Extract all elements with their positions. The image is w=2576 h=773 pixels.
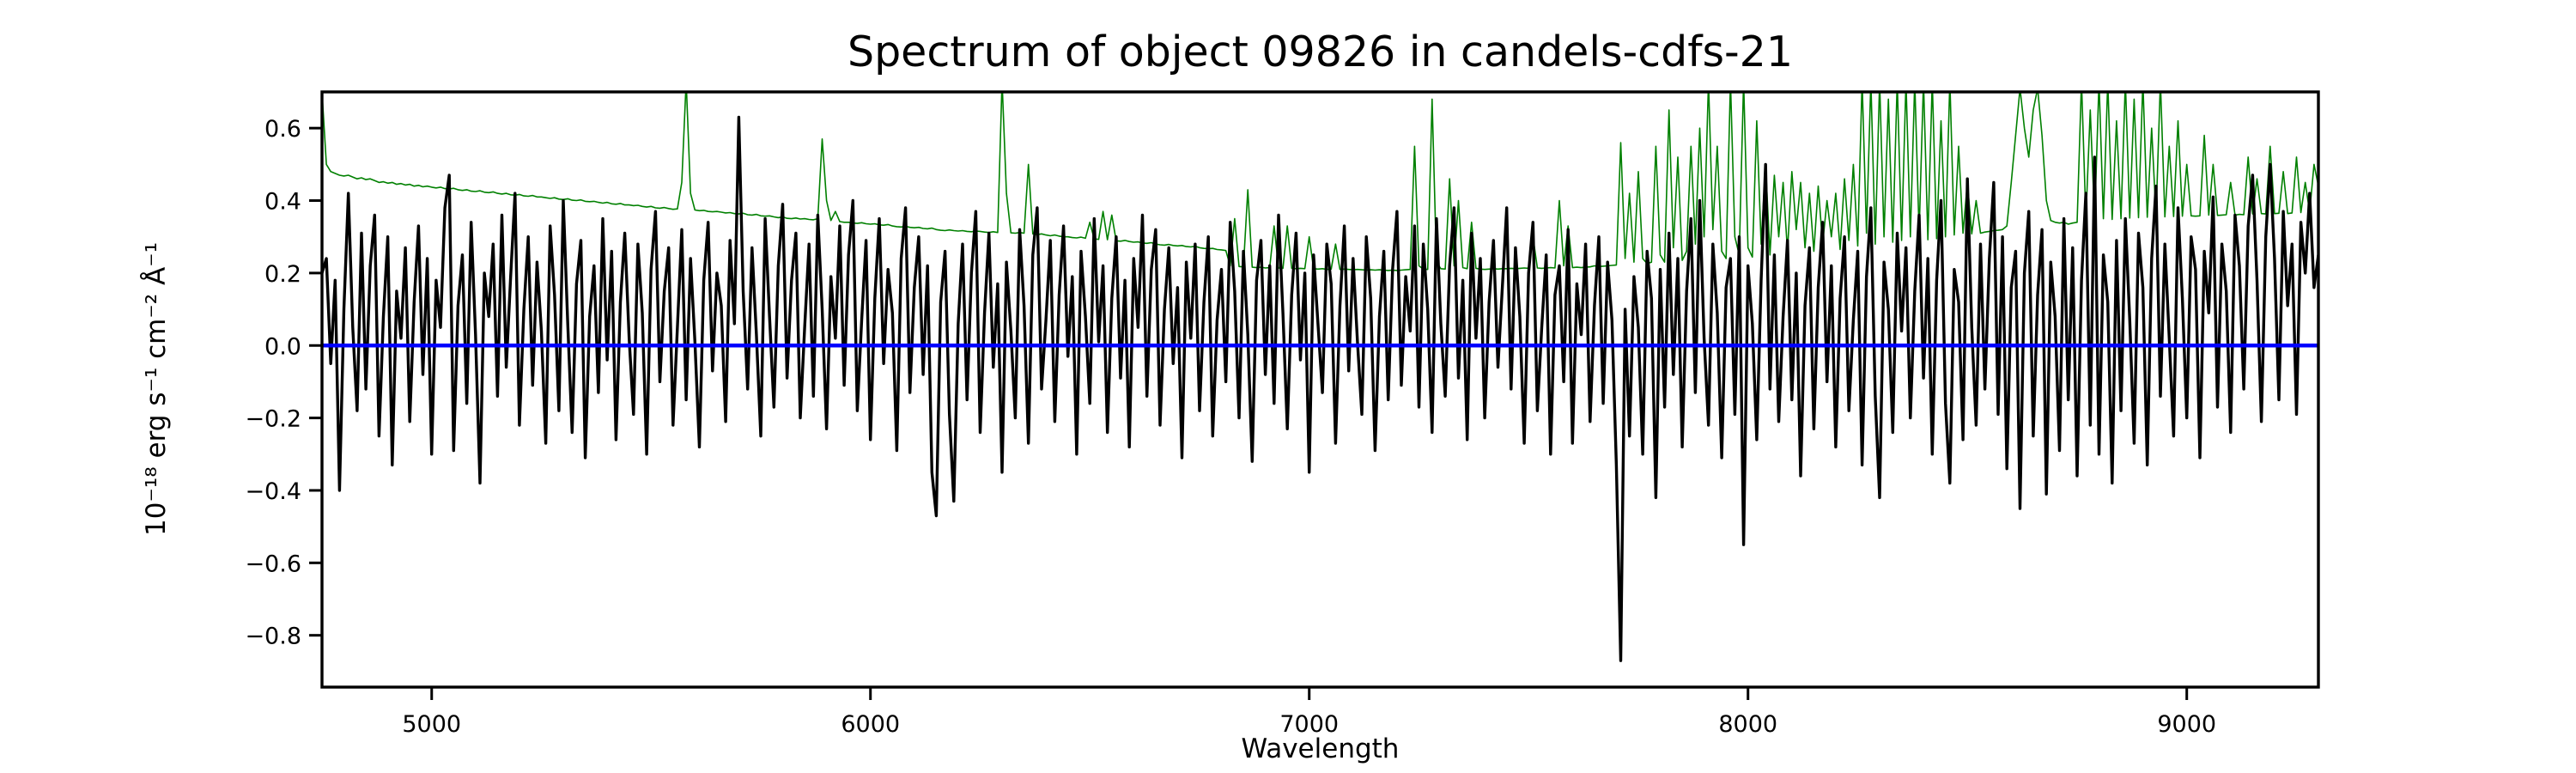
flux-line [322, 115, 2318, 662]
x-tick-label: 9000 [2157, 711, 2216, 738]
plot-title: Spectrum of object 09826 in candels-cdfs… [847, 27, 1794, 76]
y-tick-label: 0.0 [264, 333, 301, 360]
x-tick-label: 5000 [402, 711, 461, 738]
noise-line [322, 92, 2318, 271]
x-axis-label: Wavelength [1241, 733, 1400, 764]
y-tick-label: 0.2 [264, 261, 301, 288]
x-tick-label: 6000 [841, 711, 900, 738]
y-tick-label: 0.4 [264, 189, 301, 216]
x-tick-label: 8000 [1718, 711, 1777, 738]
y-tick-label: 0.6 [264, 116, 301, 143]
axes-spines [320, 90, 2320, 689]
y-tick-label: −0.6 [245, 551, 301, 577]
x-tick-label: 7000 [1279, 711, 1339, 738]
y-axis-label: 10⁻¹⁸ erg s⁻¹ cm⁻² Å⁻¹ [141, 242, 172, 536]
y-tick-label: −0.4 [245, 478, 301, 505]
y-tick-label: −0.8 [245, 624, 301, 650]
y-tick-label: −0.2 [245, 406, 301, 433]
